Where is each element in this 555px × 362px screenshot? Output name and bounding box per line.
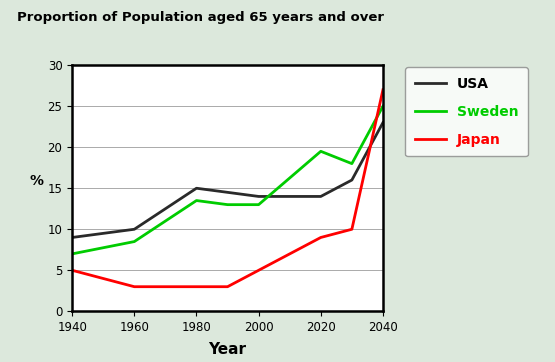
X-axis label: Year: Year [209,342,246,357]
Text: Proportion of Population aged 65 years and over: Proportion of Population aged 65 years a… [17,11,384,24]
Legend: USA, Sweden, Japan: USA, Sweden, Japan [406,67,528,156]
Y-axis label: %: % [29,174,43,188]
